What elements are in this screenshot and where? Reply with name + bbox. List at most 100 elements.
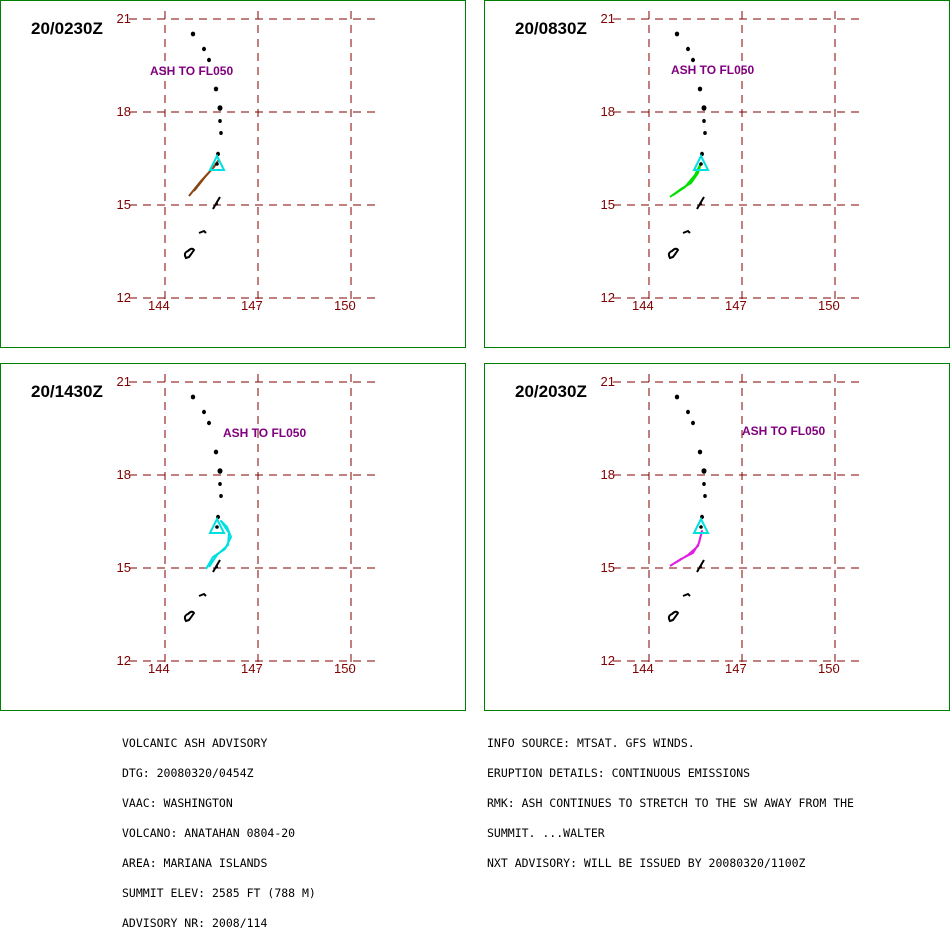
advisory-line: VOLCANIC ASH ADVISORY — [122, 736, 268, 750]
island — [697, 86, 703, 92]
ash-label: ASH TO FL050 — [223, 426, 307, 440]
island-saipan — [212, 196, 221, 210]
map-canvas — [613, 374, 861, 669]
island — [702, 482, 706, 486]
lat-tick-12: 12 — [600, 290, 615, 305]
lat-tick-18: 18 — [600, 467, 615, 482]
lat-tick-21: 21 — [116, 374, 131, 389]
lon-tick-147: 147 — [725, 298, 747, 313]
island-saipan — [696, 559, 705, 573]
map-panel-3: 20/1430Z ASH TO FL050 21 18 15 12 144 14… — [0, 363, 466, 711]
lat-tick-21: 21 — [600, 374, 615, 389]
volcano-marker — [208, 516, 226, 534]
ash-label: ASH TO FL050 — [150, 64, 234, 78]
island-saipan — [212, 559, 221, 573]
advisory-header-block: VOLCANIC ASH ADVISORY DTG: 20080320/0454… — [122, 718, 316, 938]
island — [674, 31, 680, 37]
advisory-line: DTG: 20080320/0454Z — [122, 766, 254, 780]
lon-tick-147: 147 — [241, 661, 263, 676]
volcano-summit — [215, 525, 219, 529]
ash-plume — [669, 162, 702, 198]
island — [703, 494, 707, 498]
panel-time: 20/0230Z — [31, 19, 103, 38]
island — [218, 119, 222, 123]
lon-tick-144: 144 — [632, 298, 654, 313]
lat-tick-18: 18 — [116, 467, 131, 482]
lat-tick-18: 18 — [600, 104, 615, 119]
lon-tick-144: 144 — [148, 661, 170, 676]
island — [674, 394, 680, 400]
island-rota — [682, 592, 691, 597]
lon-tick-150: 150 — [334, 661, 356, 676]
advisory-line: ADVISORY NR: 2008/114 — [122, 916, 268, 930]
advisory-line: VOLCANO: ANATAHAN 0804-20 — [122, 826, 296, 840]
advisory-line: SUMMIT ELEV: 2585 FT (788 M) — [122, 886, 316, 900]
island — [213, 86, 219, 92]
island — [207, 420, 211, 426]
ash-label: ASH TO FL050 — [742, 424, 826, 438]
island — [202, 409, 206, 415]
lon-tick-150: 150 — [818, 661, 840, 676]
lon-tick-144: 144 — [632, 661, 654, 676]
volcano-marker — [692, 153, 710, 171]
island — [190, 31, 196, 37]
advisory-details-block: INFO SOURCE: MTSAT. GFS WINDS. ERUPTION … — [487, 718, 854, 878]
map-canvas — [613, 11, 861, 306]
ash-plume — [205, 520, 232, 570]
volcano-summit — [699, 162, 703, 166]
lat-tick-12: 12 — [116, 653, 131, 668]
island-guam — [183, 247, 196, 260]
island-guam — [183, 610, 196, 623]
island — [702, 119, 706, 123]
advisory-line: RMK: ASH CONTINUES TO STRETCH TO THE SW … — [487, 796, 854, 810]
lon-tick-147: 147 — [725, 661, 747, 676]
island-guam — [667, 610, 680, 623]
ash-plume — [669, 530, 703, 567]
island — [190, 394, 196, 400]
island — [686, 46, 690, 52]
island — [207, 57, 211, 63]
lat-tick-15: 15 — [116, 197, 131, 212]
lat-tick-15: 15 — [600, 560, 615, 575]
lat-tick-12: 12 — [600, 653, 615, 668]
island — [202, 46, 206, 52]
lat-tick-18: 18 — [116, 104, 131, 119]
lon-tick-144: 144 — [148, 298, 170, 313]
lon-tick-147: 147 — [241, 298, 263, 313]
ash-plume — [188, 160, 219, 197]
map-panel-1: 20/0230Z ASH TO FL050 21 18 15 12 144 14… — [0, 0, 466, 348]
island-rota — [198, 592, 207, 597]
island — [213, 449, 219, 455]
advisory-line: SUMMIT. ...WALTER — [487, 826, 605, 840]
panel-time: 20/1430Z — [31, 382, 103, 401]
island — [686, 409, 690, 415]
map-panel-2: 20/0830Z ASH TO FL050 21 18 15 12 144 14… — [484, 0, 950, 348]
island — [217, 468, 223, 474]
panel-time: 20/2030Z — [515, 382, 587, 401]
map-canvas — [129, 11, 377, 306]
lon-tick-150: 150 — [818, 298, 840, 313]
island — [703, 131, 707, 135]
volcano-summit — [215, 162, 219, 166]
island — [691, 420, 695, 426]
advisory-line: NXT ADVISORY: WILL BE ISSUED BY 20080320… — [487, 856, 806, 870]
lat-tick-12: 12 — [116, 290, 131, 305]
panel-time: 20/0830Z — [515, 19, 587, 38]
lat-tick-15: 15 — [116, 560, 131, 575]
lat-tick-21: 21 — [116, 11, 131, 26]
advisory-line: ERUPTION DETAILS: CONTINUOUS EMISSIONS — [487, 766, 751, 780]
lat-tick-15: 15 — [600, 197, 615, 212]
island-guam — [667, 247, 680, 260]
island — [219, 494, 223, 498]
island — [219, 131, 223, 135]
island — [217, 105, 223, 111]
volcano-marker — [692, 516, 710, 534]
volcano-marker — [208, 153, 226, 171]
volcano-summit — [699, 525, 703, 529]
lat-tick-21: 21 — [600, 11, 615, 26]
map-panel-4: 20/2030Z ASH TO FL050 21 18 15 12 144 14… — [484, 363, 950, 711]
island — [697, 449, 703, 455]
advisory-line: INFO SOURCE: MTSAT. GFS WINDS. — [487, 736, 695, 750]
lon-tick-150: 150 — [334, 298, 356, 313]
island-rota — [198, 229, 207, 234]
